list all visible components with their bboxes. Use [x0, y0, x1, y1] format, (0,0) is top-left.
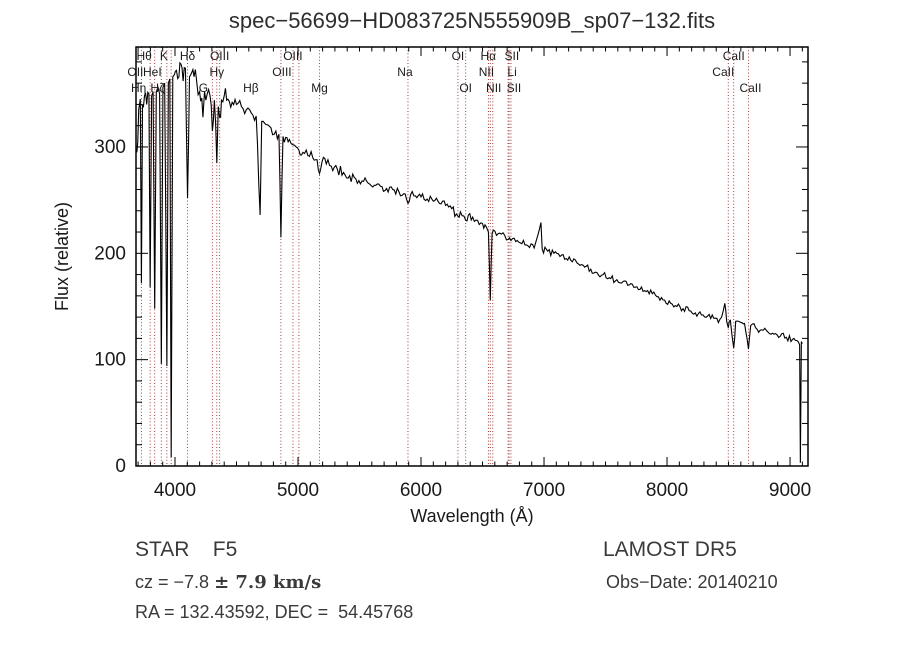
radial-velocity-label: cz = −7.8 ± 7.9 km/s — [135, 572, 321, 593]
x-tick-label: 4000 — [154, 480, 196, 501]
y-tick-label: 100 — [94, 350, 126, 371]
y-axis-title: Flux (relative) — [52, 202, 72, 311]
plot-title: spec−56699−HD083725N555909B_sp07−132.fit… — [228, 8, 716, 33]
x-axis-title: Wavelength (Å) — [410, 506, 533, 526]
x-tick-label: 6000 — [400, 480, 442, 501]
spectral-line-label: SII — [504, 49, 519, 63]
spectral-line-label: CaII — [712, 65, 734, 79]
spectral-line-label: Li — [507, 65, 516, 79]
spectral-line-label: OI — [459, 81, 472, 95]
spectral-line-label: OIII — [210, 49, 229, 63]
spectral-line-label: OII — [127, 65, 143, 79]
spectral-line-label: Hγ — [209, 65, 224, 79]
spectral-line-label: G — [199, 81, 208, 95]
cz-value: ± 7.9 km/s — [214, 572, 322, 593]
x-tick-label: 7000 — [523, 480, 565, 501]
obs-date-label: Obs−Date: 20140210 — [606, 572, 778, 592]
spectral-line-label: NII — [486, 81, 501, 95]
y-tick-label: 0 — [115, 456, 126, 477]
spectral-line-label: OIII — [283, 49, 302, 63]
x-tick-label: 8000 — [646, 480, 688, 501]
spectral-line-label: Hθ — [136, 49, 152, 63]
spectral-line-label: SII — [507, 81, 522, 95]
y-tick-label: 300 — [94, 137, 126, 158]
survey-label: LAMOST DR5 — [603, 538, 737, 561]
spectral-line-label: CaII — [739, 81, 761, 95]
spectral-line-label: Hζ — [150, 81, 165, 95]
spectrum-trace — [136, 61, 803, 463]
spectral-line-label: HeI — [143, 65, 162, 79]
spectral-line-label: CaII — [723, 49, 745, 63]
plot-frame — [135, 46, 809, 467]
spectral-line-label: Hβ — [243, 81, 259, 95]
spectral-line-label: Na — [397, 65, 413, 79]
x-tick-label: 9000 — [769, 480, 811, 501]
spectral-line-label: NII — [479, 65, 494, 79]
ra-dec-label: RA = 132.43592, DEC = 54.45768 — [135, 602, 414, 622]
cz-prefix: cz = −7.8 — [135, 572, 215, 592]
spectral-line-label: OIII — [272, 65, 291, 79]
y-tick-label: 200 — [94, 243, 126, 264]
spectral-line-label: Hα — [480, 49, 496, 63]
object-class-label: STAR F5 — [135, 538, 238, 561]
spectral-line-label: Mg — [311, 81, 328, 95]
spectral-line-label: Hη — [131, 81, 146, 95]
x-tick-label: 5000 — [277, 480, 319, 501]
spectral-line-label: Hδ — [180, 49, 196, 63]
spectral-line-label: OI — [452, 49, 465, 63]
spectral-line-label: K — [160, 49, 168, 63]
